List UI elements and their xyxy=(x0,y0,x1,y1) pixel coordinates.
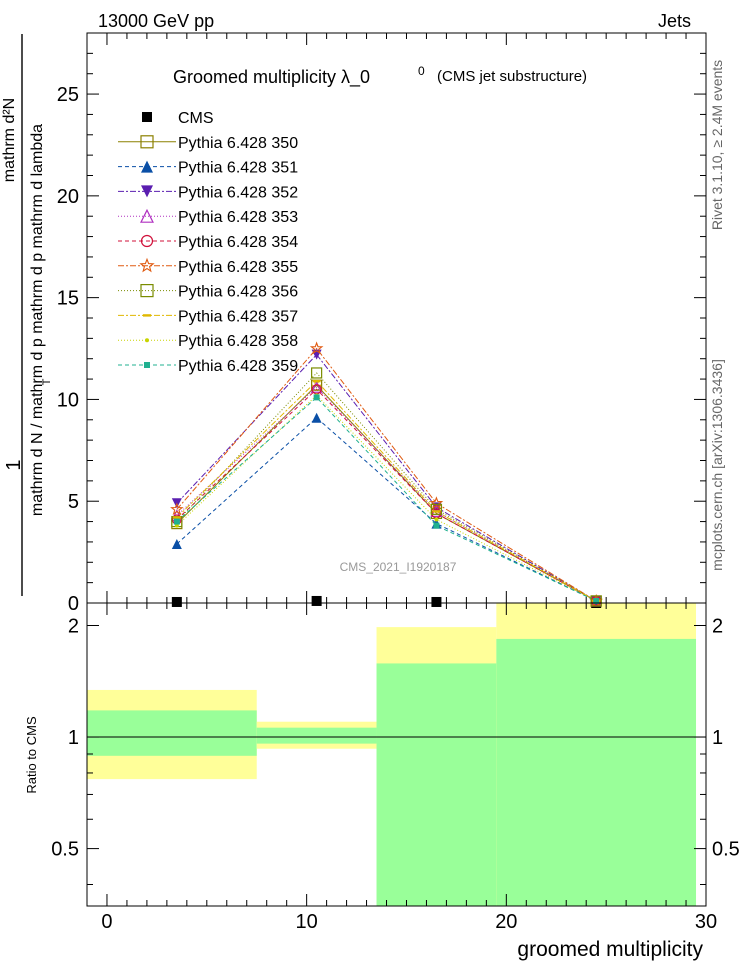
header-right: Jets xyxy=(658,11,691,31)
series-0-point-1 xyxy=(311,595,322,606)
series-8-point-1 xyxy=(312,379,321,383)
legend-marker-2 xyxy=(141,160,153,173)
ratio-y-tick-label-right: 1 xyxy=(712,727,723,749)
series-lines xyxy=(176,347,597,602)
ratio-band-green-0 xyxy=(87,710,257,756)
series-6-point-1 xyxy=(309,341,324,355)
ratio-band-green-3 xyxy=(496,638,697,906)
legend-marker-0 xyxy=(142,112,152,122)
legend-label-10: Pythia 6.428 359 xyxy=(178,358,298,375)
ratio-band-green-1 xyxy=(256,727,377,744)
y-tick-label: 25 xyxy=(57,84,79,106)
series-9-point-0 xyxy=(174,523,179,528)
legend-label-5: Pythia 6.428 354 xyxy=(178,234,298,251)
series-line-4 xyxy=(176,386,597,602)
series-2-point-0 xyxy=(171,538,182,549)
chart-title-suffix: (CMS jet substructure) xyxy=(437,68,587,85)
series-line-1 xyxy=(176,384,597,602)
series-line-10 xyxy=(176,396,597,602)
y-tick-label: 15 xyxy=(57,288,79,310)
y-tick-label: 10 xyxy=(57,389,79,411)
series-10-point-2 xyxy=(433,522,440,529)
legend-label-1: Pythia 6.428 350 xyxy=(178,135,298,152)
series-7-point-3 xyxy=(590,595,602,607)
ylabel-one: 1 xyxy=(3,459,25,470)
series-10-point-0 xyxy=(173,518,180,525)
y-tick-label: 5 xyxy=(68,491,79,513)
chart-title-superscript: 0 xyxy=(418,64,425,78)
x-tick-label: 30 xyxy=(695,911,717,933)
series-line-3 xyxy=(176,353,597,602)
legend-marker-5 xyxy=(140,234,154,248)
ylabel-top: mathrm d²N xyxy=(1,98,18,182)
legend-label-9: Pythia 6.428 358 xyxy=(178,333,298,350)
series-line-9 xyxy=(176,394,597,602)
legend-marker-4 xyxy=(140,208,154,223)
series-9-point-2 xyxy=(434,517,439,522)
ratio-y-tick-label-right: 2 xyxy=(712,615,723,637)
legend-label-6: Pythia 6.428 355 xyxy=(178,259,298,276)
x-tick-label: 0 xyxy=(101,911,112,933)
ratio-bands xyxy=(87,603,706,906)
series-7-point-2 xyxy=(430,503,443,515)
side-label-top: Rivet 3.1.10, ≥ 2.4M events xyxy=(709,60,725,230)
legend-marker-7 xyxy=(140,284,154,298)
legend-marker-9 xyxy=(145,338,149,343)
ratio-y-tick-label-left: 1 xyxy=(68,727,79,749)
series-7-point-1 xyxy=(311,367,323,379)
x-tick-label: 20 xyxy=(495,911,517,933)
watermark: CMS_2021_I1920187 xyxy=(340,560,457,574)
series-line-8 xyxy=(176,380,597,602)
x-tick-label: 10 xyxy=(296,911,318,933)
series-0-point-0 xyxy=(171,596,182,607)
series-0-point-2 xyxy=(431,596,442,607)
legend-marker-6 xyxy=(139,257,155,273)
ylabel-subscript: T xyxy=(41,378,53,385)
series-8-point-2 xyxy=(432,510,441,513)
side-label-bottom: mcplots.cern.ch [arXiv:1306.3436] xyxy=(709,359,725,571)
series-6-point-2 xyxy=(429,496,444,510)
series-line-2 xyxy=(176,417,597,602)
ratio-y-tick-label-left: 0.5 xyxy=(51,839,79,861)
legend-label-7: Pythia 6.428 356 xyxy=(178,284,298,301)
chart-title: Groomed multiplicity λ_0 xyxy=(173,67,370,88)
series-2-point-1 xyxy=(311,412,322,423)
axes: 0 5 10 15 20 25 0 10 20 30 0.5 0.5 1 1 2 2 xyxy=(51,32,740,933)
legend-label-8: Pythia 6.428 357 xyxy=(178,308,298,325)
ratio-y-tick-label-left: 2 xyxy=(68,615,79,637)
ratio-band-green-2 xyxy=(376,663,497,906)
ratio-ylabel: Ratio to CMS xyxy=(24,716,39,794)
series-line-7 xyxy=(176,372,597,602)
y-tick-label: 20 xyxy=(57,186,79,208)
legend-label-0: CMS xyxy=(178,110,214,127)
series-6-point-0 xyxy=(170,502,184,516)
series-8-point-0 xyxy=(172,516,181,519)
ratio-y-tick-label-right: 0.5 xyxy=(712,839,740,861)
legend-label-2: Pythia 6.428 351 xyxy=(178,160,298,177)
ylabel-bottom: mathrm d N / mathrm d p mathrm d p mathr… xyxy=(29,124,46,516)
legend-label-4: Pythia 6.428 353 xyxy=(178,209,298,226)
legend-marker-8 xyxy=(143,314,151,317)
series-10-point-1 xyxy=(313,394,320,401)
series-10-point-3 xyxy=(593,597,600,604)
header-left: 13000 GeV pp xyxy=(98,11,214,31)
y-tick-label: 0 xyxy=(68,593,79,615)
series-4-point-1 xyxy=(310,380,323,393)
legend-marker-10 xyxy=(144,362,150,368)
legend: CMS Pythia 6.428 350 Pythia 6.428 351 Pythi… xyxy=(118,110,298,375)
legend-marker-3 xyxy=(141,185,153,198)
legend-marker-1 xyxy=(140,135,154,149)
x-axis-label: groomed multiplicity xyxy=(517,938,703,961)
legend-label-3: Pythia 6.428 352 xyxy=(178,184,298,201)
